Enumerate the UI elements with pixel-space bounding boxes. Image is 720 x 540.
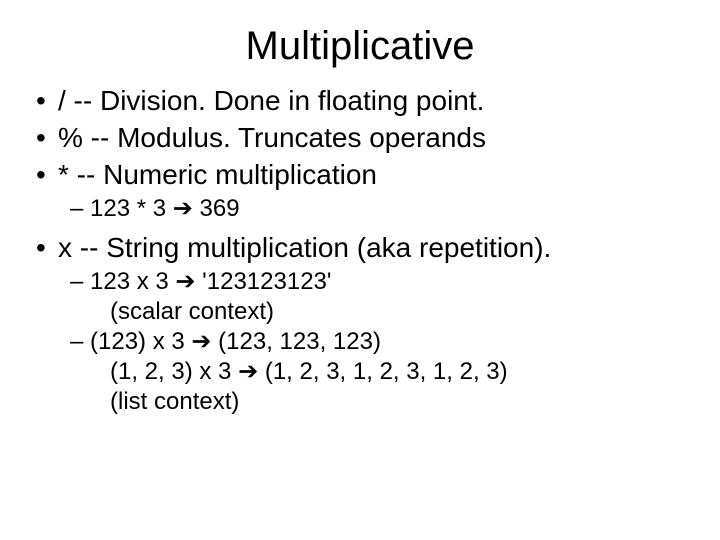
example-text: (1, 2, 3, 1, 2, 3, 1, 2, 3) [258, 358, 507, 385]
example-note: (scalar context) [90, 297, 692, 327]
slide-title: Multiplicative [28, 24, 692, 69]
bullet-list: / -- Division. Done in floating point. %… [28, 83, 692, 417]
example-text: '123123123' [196, 268, 332, 295]
sublist-string: 123 x 3 ➔ '123123123' (scalar context) (… [36, 267, 692, 417]
slide: Multiplicative / -- Division. Done in fl… [0, 0, 720, 540]
bullet-numeric-mult: * -- Numeric multiplication [36, 157, 692, 192]
example-text: (123, 123, 123) [212, 328, 381, 355]
sublist-numeric: 123 * 3 ➔ 369 [36, 194, 692, 224]
arrow-icon: ➔ [175, 268, 195, 295]
example-string-list: (123) x 3 ➔ (123, 123, 123) (1, 2, 3) x … [70, 327, 692, 417]
example-text: 369 [193, 195, 240, 222]
arrow-icon: ➔ [191, 328, 211, 355]
example-note: (list context) [90, 387, 692, 417]
example-numeric-mult: 123 * 3 ➔ 369 [70, 194, 692, 224]
example-text: 123 * 3 [90, 195, 173, 222]
bullet-division: / -- Division. Done in floating point. [36, 83, 692, 118]
example-text: 123 x 3 [90, 268, 175, 295]
arrow-icon: ➔ [238, 358, 258, 385]
arrow-icon: ➔ [173, 195, 193, 222]
example-text-line2: (1, 2, 3) x 3 ➔ (1, 2, 3, 1, 2, 3, 1, 2,… [90, 357, 692, 387]
example-text: (1, 2, 3) x 3 [110, 358, 238, 385]
bullet-modulus: % -- Modulus. Truncates operands [36, 120, 692, 155]
example-text: (123) x 3 [90, 328, 191, 355]
example-string-scalar: 123 x 3 ➔ '123123123' (scalar context) [70, 267, 692, 327]
bullet-string-mult: x -- String multiplication (aka repetiti… [36, 230, 692, 265]
